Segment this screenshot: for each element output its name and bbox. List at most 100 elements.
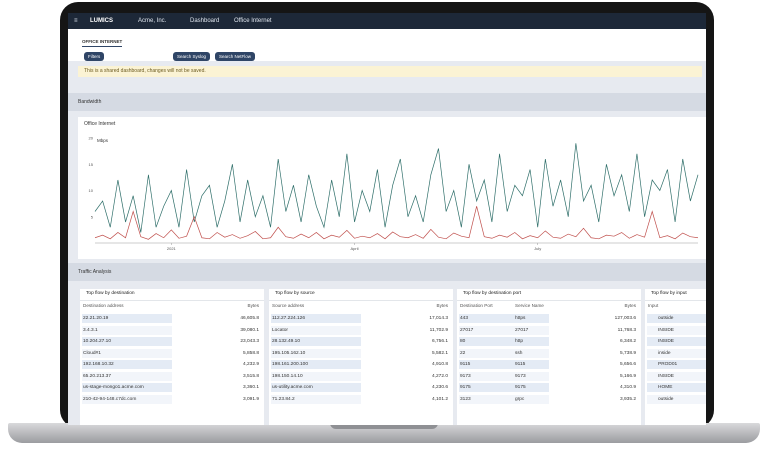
cell: INSIDE	[658, 339, 674, 344]
page-selector[interactable]: Office Internet	[234, 18, 272, 24]
row-bg	[82, 348, 172, 358]
row-bg	[82, 371, 172, 381]
cell: http	[515, 339, 524, 344]
cell: HOME	[658, 385, 673, 390]
cell: Locator	[272, 327, 288, 333]
search-syslog-button[interactable]: Search Syslog	[173, 52, 211, 61]
row-bg	[647, 337, 706, 346]
cell: 71.23.84.2	[272, 396, 295, 402]
x-tick-label: July	[534, 246, 541, 251]
cell: 17,014.3	[429, 316, 448, 321]
cell: 27017	[460, 327, 474, 333]
cell: 23,043.3	[240, 339, 259, 344]
y-tick-label: 15	[89, 162, 94, 167]
column-header: Input	[648, 303, 659, 308]
row-bg	[271, 394, 361, 404]
row-bg	[271, 360, 361, 369]
nav-bar: ≡ LUMICS Acme, Inc. Dashboard Office Int…	[68, 13, 706, 29]
cell: 22	[460, 350, 466, 356]
cell: 5,656.6	[619, 362, 636, 367]
cell: 22.21.20.19	[83, 316, 109, 321]
cell: 443	[460, 316, 469, 321]
x-tick-label: 2021	[167, 246, 177, 251]
chart: Mbps 5 10 15 20 2021 April July	[89, 136, 699, 251]
y-tick-label: 10	[89, 188, 94, 193]
banner: This is a shared dashboard, changes will…	[78, 66, 702, 77]
row-bg	[459, 383, 549, 392]
table-title: Top flow by destination port	[463, 291, 522, 296]
cell: https	[515, 316, 526, 321]
org-selector[interactable]: Acme, Inc.	[138, 18, 167, 24]
column-header: Service Name	[515, 303, 544, 308]
dashboard-menu[interactable]: Dashboard	[190, 18, 220, 24]
table-panel: Top flow by input Input outside INSIDE INSID…	[645, 289, 706, 425]
row-bg	[647, 371, 706, 381]
row-bg	[459, 394, 549, 404]
cell: outside	[658, 316, 674, 321]
menu-icon: ≡	[74, 18, 78, 24]
column-header: Bytes	[436, 303, 449, 308]
row-bg	[647, 360, 706, 369]
row-bg	[459, 325, 549, 335]
row-bg	[271, 371, 361, 381]
cell: 27017	[515, 327, 529, 333]
cell: 4,310.9	[619, 385, 636, 390]
row-bg	[82, 360, 172, 369]
cell: Cloud#1	[83, 350, 101, 356]
cell: 11,768.3	[617, 327, 636, 333]
row-bg	[647, 394, 706, 404]
divider	[457, 300, 641, 301]
table-title: Top flow by destination	[86, 291, 135, 296]
section-header: Traffic Analysis	[68, 263, 706, 281]
series-line	[94, 206, 699, 240]
cell: 5,858.8	[242, 350, 259, 356]
divider	[269, 300, 453, 301]
cell: 3123	[460, 396, 471, 402]
cell: 4,272.0	[431, 373, 448, 379]
cell: ssh	[515, 350, 523, 356]
cell: INSIDE	[658, 327, 674, 333]
row-bg	[647, 314, 706, 323]
cell: PROD01	[658, 362, 678, 367]
cell: 4,101.2	[431, 396, 448, 402]
cell: 127,003.6	[614, 316, 636, 321]
row-bg	[647, 325, 706, 335]
cell: 28.132.49.10	[272, 339, 301, 344]
tab[interactable]: OFFICE INTERNET	[82, 39, 123, 47]
laptop-base	[8, 423, 760, 443]
cell: 6,756.1	[431, 339, 448, 344]
series-line	[94, 143, 699, 233]
cell: 9175	[515, 385, 526, 390]
cell: 9175	[460, 385, 471, 390]
table-panel: Top flow by destination Destination addre…	[80, 289, 264, 425]
search-netflow-button[interactable]: Search NetFlow	[215, 52, 256, 61]
row-bg	[271, 337, 361, 346]
cell: 3,091.9	[242, 396, 259, 402]
cell: outside	[658, 396, 674, 402]
cell: 210-42-94-148.c7dc.com	[83, 396, 137, 402]
cell: 5,582.1	[431, 350, 448, 356]
row-bg	[647, 348, 706, 358]
y-axis-label: Mbps	[97, 138, 109, 143]
row-bg	[82, 383, 172, 392]
table-title: Top flow by source	[275, 291, 315, 296]
x-tick-label: April	[351, 246, 359, 251]
cell: 112.27.224.126	[272, 316, 305, 321]
filters-button[interactable]: Filters	[84, 52, 105, 61]
row-bg	[82, 337, 172, 346]
cell: INSIDE	[658, 373, 674, 379]
cell: 4,910.8	[431, 362, 448, 367]
cell: 11,702.9	[429, 327, 448, 333]
row-bg	[82, 314, 172, 323]
laptop-notch	[330, 423, 438, 429]
cell: 46,605.8	[240, 316, 259, 321]
table-panel: Top flow by destination port Destination …	[457, 289, 641, 425]
row-bg	[459, 371, 549, 381]
cell: 3.4.3.1	[83, 327, 98, 333]
column-header: Destination address	[83, 303, 124, 308]
row-bg	[459, 337, 549, 346]
brand: LUMICS	[90, 18, 113, 24]
row-bg	[459, 360, 549, 369]
chart-title: Office Internet	[84, 121, 116, 127]
